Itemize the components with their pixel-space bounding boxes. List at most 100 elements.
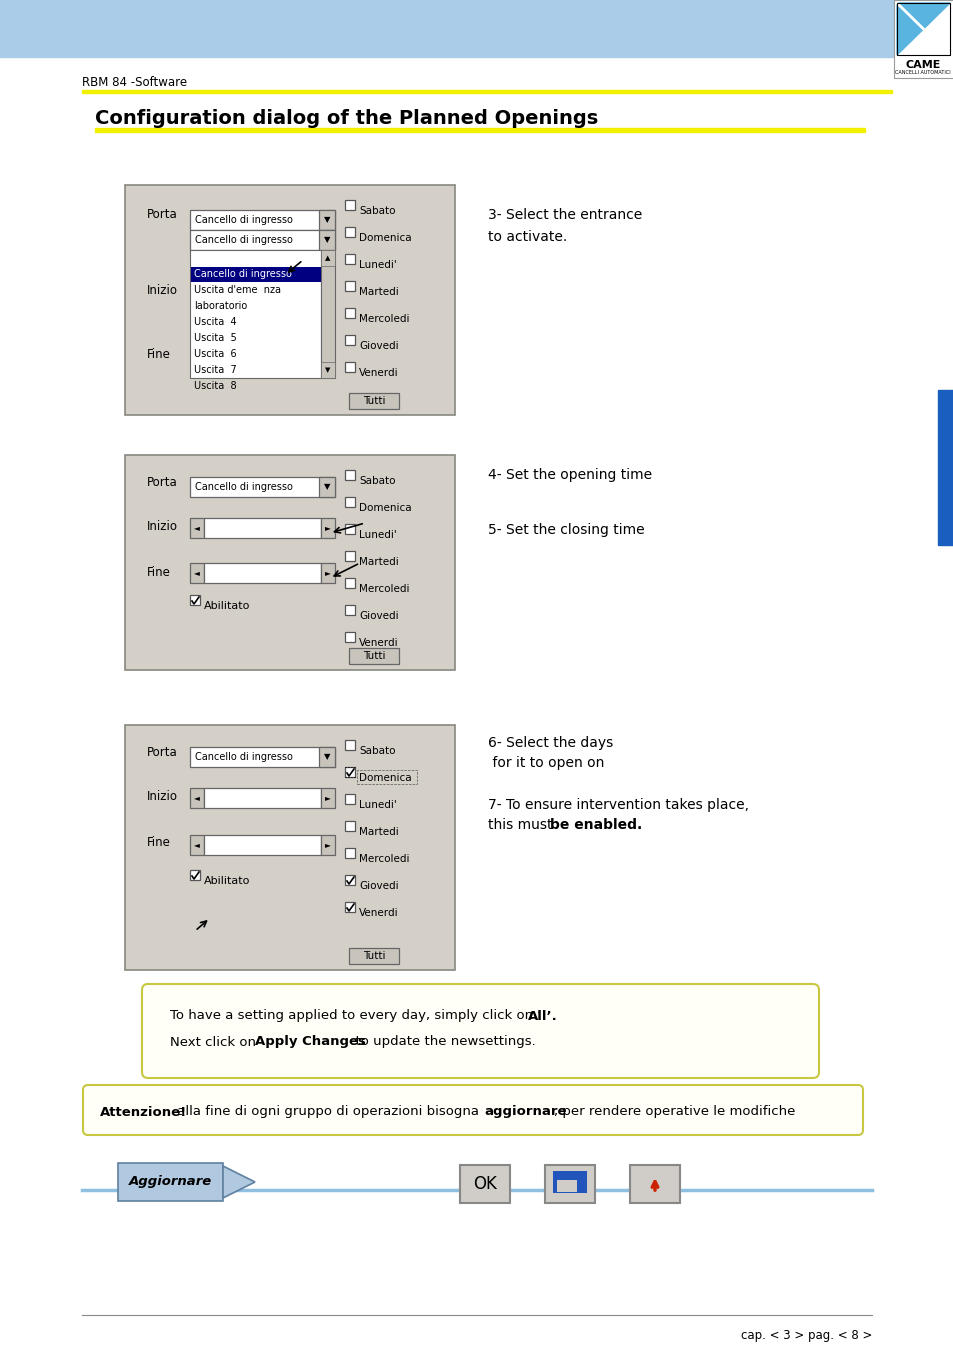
Text: be enabled.: be enabled.: [550, 817, 641, 832]
Text: ▼: ▼: [325, 367, 331, 373]
Bar: [204, 788, 320, 808]
Text: alla fine di ogni gruppo di operazioni bisogna: alla fine di ogni gruppo di operazioni b…: [172, 1105, 483, 1119]
Text: Porta: Porta: [147, 747, 177, 759]
Text: Abilitato: Abilitato: [204, 875, 250, 886]
Text: Domenica: Domenica: [358, 773, 411, 784]
Bar: [345, 227, 355, 236]
Text: Giovedi: Giovedi: [358, 340, 398, 351]
Bar: [345, 497, 355, 507]
Bar: [345, 848, 355, 858]
Text: ►: ►: [325, 523, 331, 532]
Bar: [190, 563, 204, 584]
Bar: [190, 870, 200, 880]
Bar: [190, 594, 200, 605]
Text: Cancello di ingresso: Cancello di ingresso: [194, 215, 293, 226]
Text: Fine: Fine: [147, 836, 171, 850]
Text: Martedi: Martedi: [358, 557, 398, 567]
Bar: [204, 835, 320, 855]
Text: Configuration dialog of the Planned Openings: Configuration dialog of the Planned Open…: [95, 108, 598, 127]
Bar: [557, 1179, 577, 1192]
Text: 4- Set the opening time: 4- Set the opening time: [488, 467, 652, 482]
Text: Lunedi': Lunedi': [358, 800, 396, 811]
Bar: [345, 281, 355, 290]
Text: Domenica: Domenica: [358, 232, 411, 243]
Text: Lunedi': Lunedi': [358, 530, 396, 540]
Bar: [320, 517, 335, 538]
Text: ◄: ◄: [193, 523, 200, 532]
Bar: [320, 788, 335, 808]
Text: Sabato: Sabato: [358, 746, 395, 757]
Bar: [345, 470, 355, 480]
Text: ▼: ▼: [323, 216, 330, 224]
Text: Apply Changes: Apply Changes: [254, 1035, 366, 1048]
Text: OK: OK: [473, 1175, 497, 1193]
Text: Sabato: Sabato: [358, 205, 395, 216]
Text: Venerdi: Venerdi: [358, 638, 398, 648]
Bar: [345, 605, 355, 615]
Bar: [893, 0, 953, 78]
Bar: [349, 948, 398, 965]
Text: Lunedi': Lunedi': [358, 259, 396, 270]
Bar: [345, 767, 355, 777]
Text: for it to open on: for it to open on: [488, 757, 604, 770]
Text: to activate.: to activate.: [488, 230, 567, 245]
Bar: [345, 740, 355, 750]
Text: ◄: ◄: [193, 793, 200, 802]
Bar: [345, 794, 355, 804]
Bar: [190, 250, 320, 378]
Text: Uscita d'eme  nza: Uscita d'eme nza: [193, 285, 281, 295]
Bar: [95, 128, 864, 132]
Text: Tutti: Tutti: [362, 396, 385, 407]
FancyBboxPatch shape: [118, 1163, 223, 1201]
Text: Mercoledi: Mercoledi: [358, 854, 409, 865]
Text: Venerdi: Venerdi: [358, 367, 398, 378]
Text: ◄: ◄: [193, 569, 200, 577]
Text: Next click on: Next click on: [170, 1035, 260, 1048]
Bar: [320, 835, 335, 855]
Bar: [125, 725, 455, 970]
Bar: [345, 632, 355, 642]
Text: 5- Set the closing time: 5- Set the closing time: [488, 523, 644, 536]
Bar: [345, 875, 355, 885]
Bar: [937, 390, 953, 544]
Text: ►: ►: [325, 793, 331, 802]
FancyBboxPatch shape: [83, 1085, 862, 1135]
Bar: [320, 362, 335, 378]
Bar: [459, 1165, 510, 1202]
Text: CAME: CAME: [904, 59, 940, 70]
FancyBboxPatch shape: [142, 984, 818, 1078]
Text: to update the newsettings.: to update the newsettings.: [347, 1035, 536, 1048]
Text: Cancello di ingresso: Cancello di ingresso: [194, 482, 293, 492]
Bar: [0, 0, 894, 57]
Polygon shape: [896, 3, 949, 55]
Text: Fine: Fine: [147, 566, 171, 578]
Bar: [345, 254, 355, 263]
Bar: [190, 230, 335, 250]
Text: RBM 84 -Software: RBM 84 -Software: [82, 76, 187, 89]
Bar: [320, 250, 335, 266]
Text: ▲: ▲: [325, 255, 331, 261]
Text: Tutti: Tutti: [362, 651, 385, 661]
Bar: [318, 477, 335, 497]
Text: Martedi: Martedi: [358, 286, 398, 297]
Bar: [125, 185, 455, 415]
Text: All’.: All’.: [527, 1009, 558, 1023]
Text: this must: this must: [488, 817, 557, 832]
Text: Martedi: Martedi: [358, 827, 398, 838]
Bar: [345, 362, 355, 372]
Bar: [204, 563, 320, 584]
Bar: [190, 747, 335, 767]
Bar: [553, 1171, 586, 1193]
Bar: [191, 267, 320, 282]
Text: 3- Select the entrance: 3- Select the entrance: [488, 208, 641, 222]
Text: laboratorio: laboratorio: [193, 301, 247, 311]
Text: Mercoledi: Mercoledi: [358, 584, 409, 594]
Text: ▼: ▼: [323, 235, 330, 245]
Text: Uscita  6: Uscita 6: [193, 349, 236, 359]
Text: ▼: ▼: [323, 753, 330, 762]
Text: Cancello di ingresso: Cancello di ingresso: [194, 753, 293, 762]
Text: Porta: Porta: [147, 477, 177, 489]
Text: Domenica: Domenica: [358, 503, 411, 513]
Text: ►: ►: [325, 569, 331, 577]
Bar: [320, 250, 335, 378]
